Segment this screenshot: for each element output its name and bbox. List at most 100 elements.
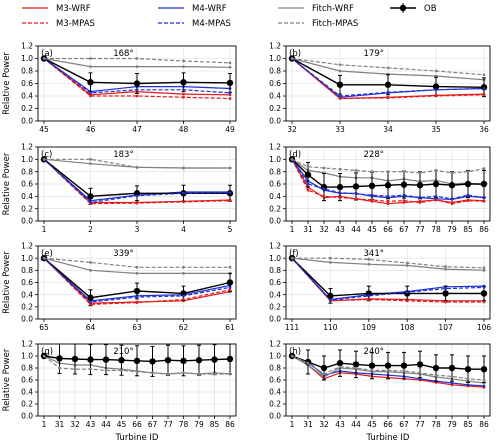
ytick-label: 0.0 [21, 117, 33, 126]
data-point [87, 294, 94, 301]
legend-label: Fitch-MPAS [312, 19, 358, 29]
data-point [182, 166, 185, 170]
xtick-label: 31 [303, 420, 313, 429]
data-point [306, 361, 310, 365]
panel-title: 228° [364, 150, 384, 160]
xtick-label: 107 [438, 323, 453, 332]
data-point [135, 165, 139, 169]
data-point [354, 197, 358, 201]
data-point [89, 57, 92, 60]
data-point [482, 300, 486, 304]
data-point [336, 183, 344, 191]
data-point [42, 256, 46, 260]
data-point [386, 66, 390, 70]
xtick-label: 46 [86, 125, 96, 134]
data-point [370, 193, 374, 197]
xtick-label: 63 [132, 323, 142, 332]
xtick-label: 2 [88, 225, 93, 234]
data-point [444, 265, 447, 269]
panel-title: 179° [364, 49, 384, 59]
data-point [322, 166, 326, 170]
xtick-label: 86 [479, 420, 489, 429]
data-point [418, 371, 422, 375]
data-point [367, 262, 371, 266]
data-point [182, 298, 185, 301]
data-point [384, 182, 392, 189]
xtick-label: 32 [319, 420, 329, 429]
legend: M3-WRF M4-WRF Fitch-WRF OB M3-MPAS M4-MPAS Fit… [22, 3, 437, 29]
data-point [482, 199, 486, 203]
data-point [135, 370, 139, 373]
ytick-label: 0.6 [21, 278, 33, 287]
data-point [444, 267, 447, 271]
data-point [444, 287, 447, 290]
panel-label: (e) [41, 249, 53, 259]
xtick-label: 45 [367, 420, 377, 429]
xtick-label: 31 [303, 225, 313, 234]
xtick-label: 34 [383, 125, 393, 134]
data-point [416, 182, 424, 189]
data-point [338, 97, 342, 100]
data-point [118, 357, 125, 364]
data-point [228, 166, 232, 170]
data-point [386, 202, 390, 206]
series-fitch-mpas [42, 256, 232, 269]
xtick-label: 61 [225, 323, 235, 332]
data-point [402, 199, 406, 203]
panels: 0.00.20.40.60.81.01.245 46 47 48 49(a) 168°Re… [2, 42, 491, 443]
data-point [306, 182, 310, 186]
legend-item-m3-wrf: M3-WRF [22, 4, 91, 14]
data-point [135, 88, 139, 92]
data-point [290, 354, 294, 358]
data-point [104, 369, 108, 372]
data-point [370, 369, 374, 372]
ytick-label: 0.2 [21, 302, 33, 311]
series-line [291, 257, 484, 297]
xtick-label: 66 [383, 420, 393, 429]
xtick-label: 77 [163, 420, 173, 429]
ytick-label: 0.8 [269, 67, 281, 76]
xtick-label: 33 [335, 125, 345, 134]
data-point [87, 79, 94, 86]
ytick-label: 0.2 [269, 400, 281, 409]
data-point [482, 384, 486, 388]
ytick-label: 1.2 [21, 143, 33, 152]
data-point [480, 290, 488, 297]
panel-e: 0.0 0.2 0.4 0.6 0.8 1.0 1.2 65 64 63 62 61 (e) 339° Re… [2, 242, 237, 332]
ytick-label: 1.2 [269, 242, 281, 251]
ytick-label: 0.2 [21, 204, 33, 213]
data-point [482, 87, 486, 90]
data-point [56, 355, 63, 362]
data-point [182, 371, 185, 375]
data-point [354, 366, 358, 370]
xtick-label: 78 [431, 420, 441, 429]
data-point [338, 196, 342, 199]
data-point [367, 298, 371, 301]
data-point [211, 356, 218, 363]
data-point [213, 372, 216, 376]
legend-item-ob: OB [390, 3, 437, 14]
ytick-label: 1.0 [21, 254, 33, 263]
data-point [370, 198, 374, 202]
ytick-label: 0.4 [21, 92, 33, 101]
series-fitch-mpas [290, 157, 486, 175]
data-point [166, 372, 170, 376]
legend-item-fitch-mpas: Fitch-MPAS [278, 19, 358, 29]
xtick-label: 85 [463, 420, 473, 429]
data-point [386, 194, 390, 198]
data-point [228, 97, 232, 100]
data-point [135, 194, 139, 198]
data-point [482, 285, 486, 289]
data-point [135, 57, 139, 60]
panel-title: 240° [364, 347, 384, 357]
panel-label: (b) [289, 49, 301, 59]
data-point [354, 169, 358, 172]
ytick-label: 1.2 [21, 340, 33, 349]
xtick-label: 43 [335, 225, 345, 234]
panel-g: 0.0 0.2 0.4 0.6 0.8 1.0 1.2 1 31 32 43 44 45 66 67 77 78… [2, 340, 237, 443]
ytick-label: 0.0 [269, 315, 281, 324]
data-point [228, 372, 232, 376]
data-point [58, 366, 61, 370]
ytick-label: 1.2 [21, 242, 33, 251]
data-point [89, 261, 92, 264]
